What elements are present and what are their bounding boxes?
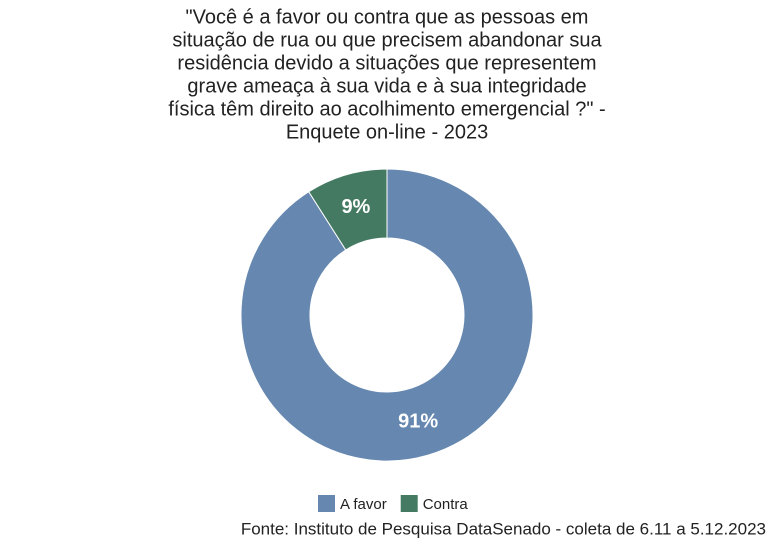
legend-swatch: [318, 495, 335, 512]
legend-swatch: [400, 495, 418, 512]
donut-slice: [308, 168, 388, 251]
chart-title: grave ameaça à sua vida e à sua integrid…: [187, 75, 586, 97]
chart-title: residência devido a situações que repres…: [177, 52, 596, 74]
legend-label: A favor: [340, 496, 387, 513]
slice-label: 91%: [398, 410, 438, 432]
donut-slice: [240, 168, 534, 462]
legend-label: Contra: [423, 496, 469, 513]
chart-title: "Você é a favor ou contra que as pessoas…: [186, 6, 589, 28]
chart-title: física têm direito ao acolhimento emerge…: [168, 98, 605, 120]
slice-label: 9%: [341, 196, 370, 218]
caption: Fonte: Instituto de Pesquisa DataSenado …: [241, 519, 766, 538]
chart-title: situação de rua ou que precisem abandona…: [172, 29, 602, 51]
chart-title: Enquete on-line - 2023: [286, 121, 488, 143]
